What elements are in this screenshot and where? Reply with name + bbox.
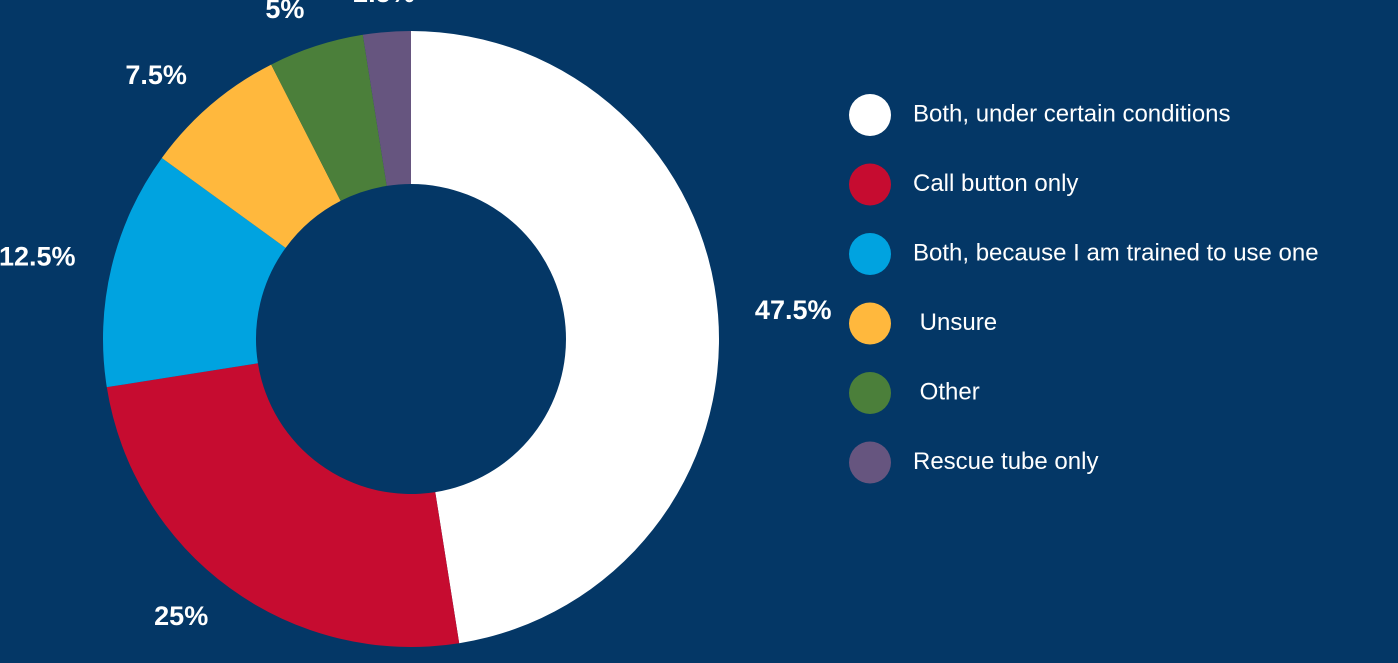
legend-swatch-3	[849, 302, 891, 345]
legend-label-0: Both, under certain conditions	[913, 100, 1231, 127]
slice-0	[411, 31, 719, 644]
legend-swatch-2	[849, 233, 891, 275]
slice-1	[106, 363, 460, 648]
legend-swatch-5	[849, 441, 891, 484]
legend-item-3: Unsure	[849, 302, 997, 345]
legend-swatch-1	[849, 163, 891, 206]
value-label-4: 5%	[265, 0, 304, 24]
value-label-1: 25%	[154, 601, 208, 631]
slice-4	[271, 34, 387, 201]
legend: Both, under certain conditions Call butto…	[849, 94, 1319, 484]
legend-swatch-4	[849, 372, 891, 414]
value-label-5: 2.5%	[353, 0, 415, 8]
legend-label-3: Unsure	[913, 309, 997, 336]
slice-2	[103, 157, 286, 388]
legend-item-0: Both, under certain conditions	[849, 94, 1231, 136]
slice-3	[161, 64, 341, 248]
value-label-2: 12.5%	[0, 242, 76, 272]
slices-group	[103, 31, 719, 648]
legend-label-4: Other	[913, 378, 980, 405]
legend-item-4: Other	[849, 372, 980, 414]
legend-label-5: Rescue tube only	[913, 448, 1098, 475]
legend-item-5: Rescue tube only	[849, 441, 1098, 484]
value-labels-group: 47.5% 25% 12.5% 7.5% 5% 2.5%	[0, 0, 831, 631]
legend-item-2: Both, because I am trained to use one	[849, 233, 1319, 275]
value-label-3: 7.5%	[125, 60, 187, 90]
legend-label-1: Call button only	[913, 170, 1078, 197]
slice-5	[362, 31, 411, 186]
legend-label-2: Both, because I am trained to use one	[913, 239, 1319, 266]
legend-item-1: Call button only	[849, 163, 1078, 206]
legend-swatch-0	[849, 94, 891, 136]
value-label-0: 47.5%	[755, 295, 832, 325]
